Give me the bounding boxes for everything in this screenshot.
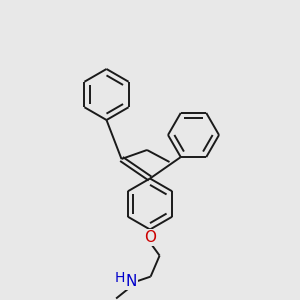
Text: H: H [115, 271, 125, 285]
Text: O: O [144, 230, 156, 245]
Text: N: N [125, 274, 137, 290]
